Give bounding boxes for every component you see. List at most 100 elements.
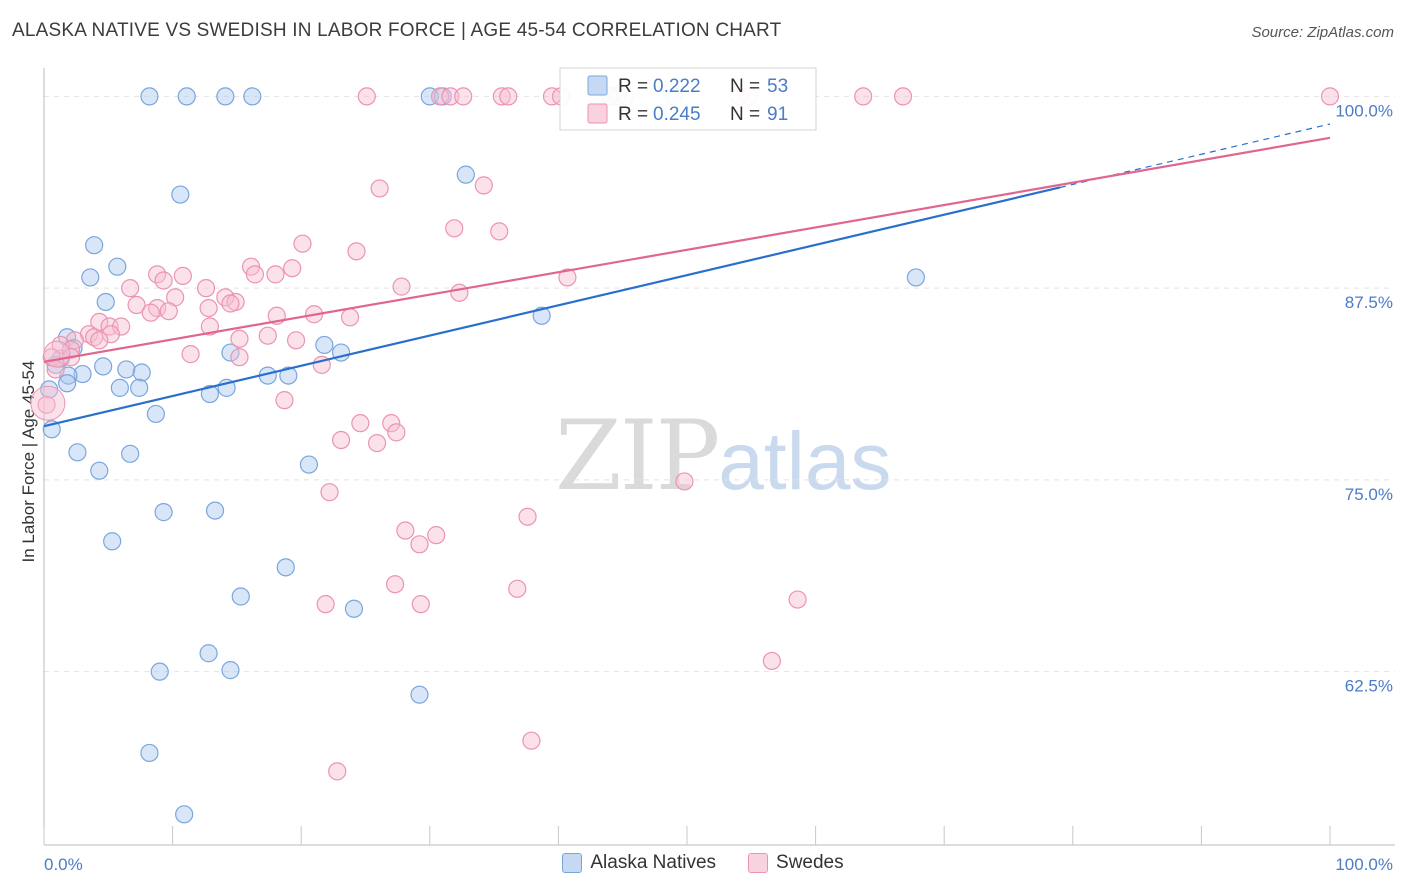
- alaska-native-point: [140, 87, 159, 106]
- swede-point: [411, 595, 430, 614]
- alaska-native-point: [171, 185, 190, 204]
- alaska-native-point: [96, 292, 115, 312]
- swede-point: [90, 331, 109, 350]
- legend-r-value: 0.245: [653, 104, 701, 125]
- alaska-native-point: [110, 378, 129, 397]
- y-axis-title: In Labor Force | Age 45-54: [19, 361, 38, 563]
- swede-point: [65, 331, 84, 350]
- swede-point: [154, 271, 173, 290]
- alaska-native-point: [150, 662, 169, 681]
- swede-point: [454, 87, 473, 106]
- alaska-native-point: [140, 743, 159, 763]
- swede-point: [347, 242, 366, 261]
- swede-point: [112, 317, 131, 336]
- alaska-native-point: [103, 532, 122, 551]
- alaska-native-point: [130, 378, 149, 397]
- swede-point: [445, 219, 464, 238]
- alaska-native-point: [410, 685, 429, 704]
- swede-point: [450, 283, 469, 302]
- swede-point: [392, 277, 411, 296]
- swede-point: [283, 259, 302, 278]
- legend-swatch-pink: [748, 853, 769, 873]
- legend-n-value: 53: [767, 76, 788, 97]
- alaska-native-point: [344, 599, 364, 618]
- alaska-native-point: [117, 360, 136, 379]
- swede-point: [518, 507, 537, 526]
- legend-label-alaska-natives: Alaska Natives: [590, 852, 717, 873]
- alaska-native-point: [231, 587, 250, 606]
- alaska-native-point: [68, 443, 87, 462]
- swede-point: [558, 268, 577, 287]
- swede-point: [101, 325, 120, 344]
- swede-point: [340, 308, 360, 327]
- alaska-native-point: [243, 87, 262, 106]
- swede-point: [396, 521, 415, 540]
- swede-point: [46, 360, 65, 379]
- y-tick-label: 87.5%: [1345, 293, 1393, 312]
- legend-swatch-blue: [562, 853, 583, 873]
- alaska-native-point: [81, 268, 100, 287]
- swede-point: [258, 326, 277, 345]
- alaska-native-point: [216, 87, 235, 106]
- swede-point: [854, 87, 873, 106]
- swede-point: [893, 87, 913, 106]
- swede-point: [382, 414, 401, 433]
- alaska-native-point: [276, 558, 295, 577]
- swede-point: [675, 472, 694, 491]
- swede-point: [121, 279, 140, 298]
- swede-point: [331, 430, 351, 450]
- swede-point: [286, 331, 306, 350]
- alaska-native-point: [121, 444, 140, 463]
- swede-point: [1320, 87, 1340, 106]
- points-layer: [30, 87, 1340, 824]
- swede-point: [367, 433, 387, 453]
- legend-n-label: N =: [730, 76, 760, 97]
- legend-bottom: Alaska Natives Swedes: [0, 852, 1406, 874]
- alaska-native-point: [58, 374, 77, 393]
- alaska-native-point: [221, 661, 240, 680]
- legend-r-label: R =: [618, 76, 648, 97]
- legend-item-alaska-natives[interactable]: Alaska Natives: [562, 852, 716, 874]
- swede-point: [370, 179, 389, 198]
- swede-point: [200, 317, 219, 336]
- legend-box-swatch: [587, 75, 608, 96]
- alaska-native-point: [132, 363, 151, 382]
- alaska-native-point: [456, 165, 475, 184]
- source-label: Source: ZipAtlas.com: [1251, 24, 1394, 41]
- legend-r-value: 0.222: [653, 76, 701, 97]
- swede-point: [410, 535, 429, 554]
- swede-point: [173, 266, 192, 285]
- swede-point: [37, 395, 56, 414]
- swede-point: [508, 579, 527, 598]
- legend-item-swedes[interactable]: Swedes: [748, 852, 844, 874]
- swede-point: [159, 302, 178, 321]
- alaska-native-point: [73, 364, 92, 384]
- alaska-native-point: [90, 461, 109, 480]
- swede-point: [230, 348, 249, 367]
- swede-point-large: [30, 385, 66, 421]
- swede-point: [357, 87, 376, 106]
- alaska-native-point: [199, 644, 218, 663]
- swede-point: [499, 87, 518, 106]
- alaska-native-point: [315, 335, 334, 355]
- swede-point: [427, 526, 446, 545]
- alaska-native-point: [299, 455, 319, 474]
- chart-title: ALASKA NATIVE VS SWEDISH IN LABOR FORCE …: [12, 20, 782, 41]
- swede-point: [230, 329, 249, 348]
- swede-point: [266, 265, 285, 284]
- alaska-native-point: [154, 503, 173, 522]
- swede-point: [351, 414, 370, 433]
- trend-layer: [43, 123, 1331, 428]
- axis-layer: 100.0% 87.5% 75.0% 62.5% 0.0% 100.0% In Labor …: [19, 68, 1395, 874]
- swede-point: [522, 731, 541, 750]
- swede-point: [328, 762, 347, 781]
- alaska-native-point: [177, 87, 196, 106]
- swede-point: [441, 87, 460, 106]
- legend-box: R = 0.222 N = 53 R = 0.245 N = 91: [559, 67, 817, 131]
- swede-point: [387, 423, 406, 442]
- alaska-native-point: [205, 501, 225, 520]
- alaska-native-point: [420, 87, 439, 106]
- swede-point: [221, 294, 240, 313]
- y-tick-label: 62.5%: [1345, 677, 1393, 696]
